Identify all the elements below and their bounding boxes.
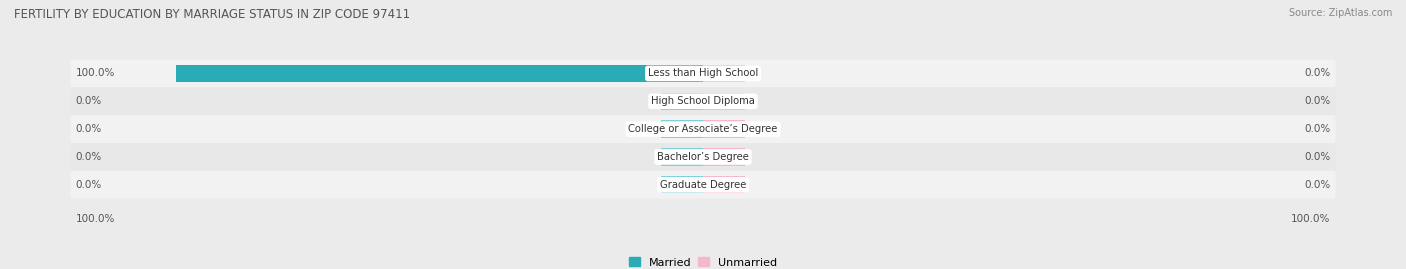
Text: Source: ZipAtlas.com: Source: ZipAtlas.com [1288,8,1392,18]
Text: 0.0%: 0.0% [1305,152,1330,162]
Bar [703,121,745,138]
Text: High School Diploma: High School Diploma [651,96,755,106]
Bar [703,65,745,82]
Text: 0.0%: 0.0% [76,124,101,134]
Text: 100.0%: 100.0% [76,214,115,224]
Bar [176,65,703,82]
Text: Graduate Degree: Graduate Degree [659,180,747,190]
Text: 0.0%: 0.0% [1305,124,1330,134]
Text: 0.0%: 0.0% [1305,180,1330,190]
Text: 0.0%: 0.0% [76,152,101,162]
Bar [661,121,703,138]
Text: 0.0%: 0.0% [1305,69,1330,79]
Text: 0.0%: 0.0% [1305,96,1330,106]
FancyBboxPatch shape [70,171,1336,199]
Bar [703,93,745,110]
Bar [661,93,703,110]
Text: FERTILITY BY EDUCATION BY MARRIAGE STATUS IN ZIP CODE 97411: FERTILITY BY EDUCATION BY MARRIAGE STATU… [14,8,411,21]
Text: College or Associate’s Degree: College or Associate’s Degree [628,124,778,134]
FancyBboxPatch shape [70,87,1336,115]
FancyBboxPatch shape [70,143,1336,171]
Text: 100.0%: 100.0% [76,69,115,79]
Text: 0.0%: 0.0% [76,180,101,190]
Text: 0.0%: 0.0% [76,96,101,106]
FancyBboxPatch shape [70,115,1336,143]
Bar [703,176,745,193]
Text: Bachelor’s Degree: Bachelor’s Degree [657,152,749,162]
Bar [703,148,745,166]
Bar [661,176,703,193]
Bar [661,148,703,166]
FancyBboxPatch shape [70,59,1336,87]
Legend: Married, Unmarried: Married, Unmarried [624,253,782,269]
Text: Less than High School: Less than High School [648,69,758,79]
Text: 100.0%: 100.0% [1291,214,1330,224]
